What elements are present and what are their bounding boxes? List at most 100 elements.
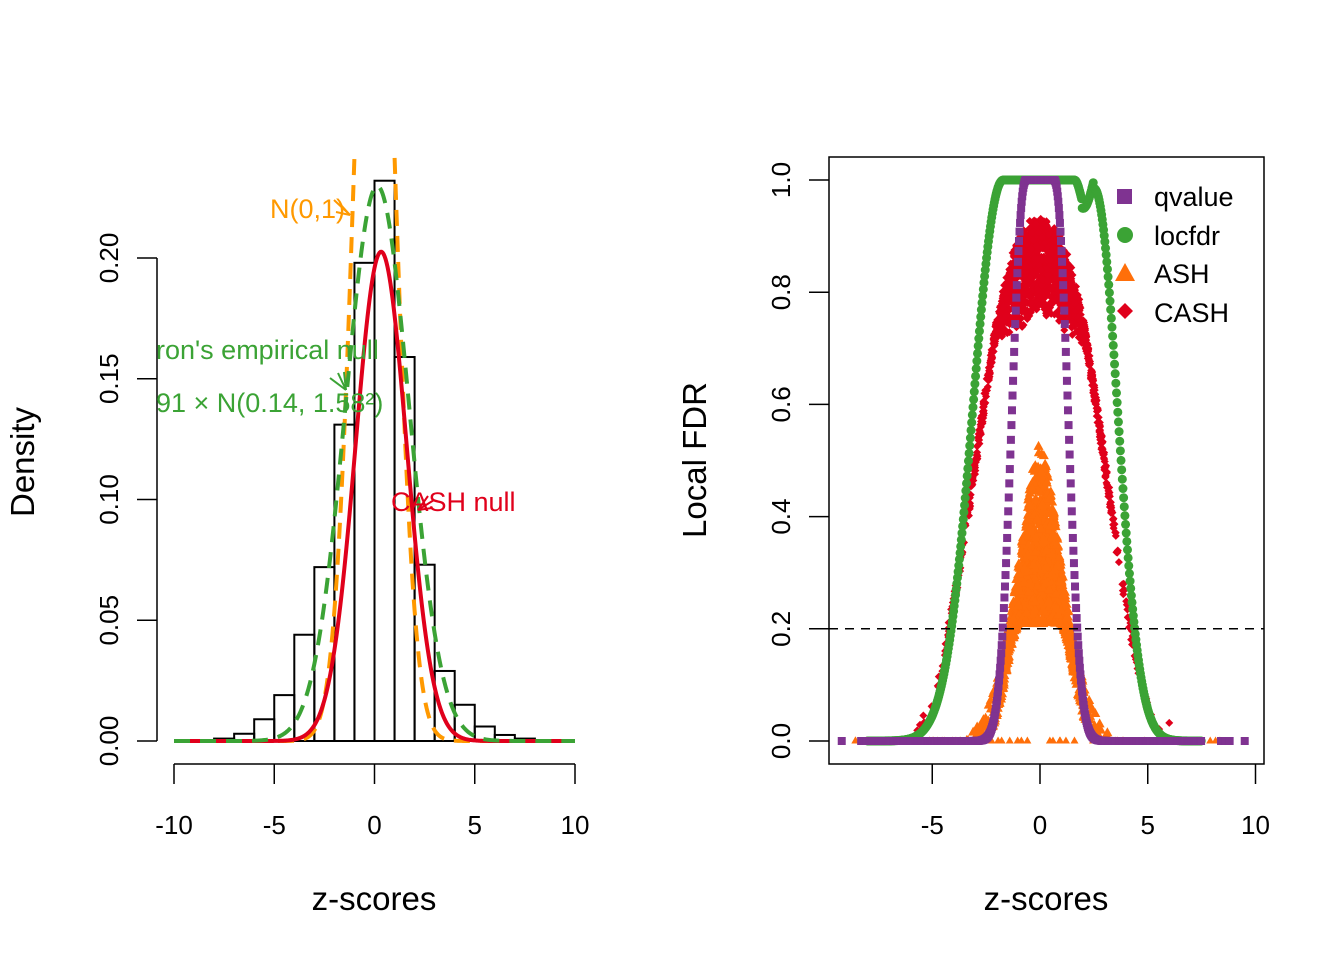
point-cash	[1006, 276, 1015, 285]
point-qvalue	[1013, 257, 1022, 266]
point-ash	[1035, 523, 1046, 533]
point-qvalue	[1065, 435, 1074, 444]
point-ash	[1023, 736, 1032, 744]
point-cash	[1105, 488, 1114, 497]
point-ash	[1017, 736, 1026, 744]
point-cash	[1118, 580, 1127, 589]
point-locfdr	[1108, 331, 1118, 341]
point-cash	[1006, 259, 1015, 268]
point-cash	[1068, 317, 1077, 326]
point-qvalue	[1055, 211, 1064, 220]
point-cash	[969, 476, 978, 485]
point-qvalue	[1225, 737, 1234, 745]
point-locfdr	[1110, 359, 1120, 369]
point-locfdr	[1128, 604, 1138, 614]
point-qvalue	[993, 692, 1002, 701]
point-ash	[1038, 450, 1049, 460]
point-ash	[1054, 551, 1065, 561]
annotation-n01: N(0,1)	[270, 194, 345, 224]
point-ash	[1038, 604, 1049, 614]
point-cash	[1005, 269, 1014, 278]
point-locfdr	[1103, 272, 1113, 282]
point-cash	[1035, 245, 1044, 254]
point-locfdr	[1115, 436, 1125, 446]
point-qvalue	[1056, 227, 1065, 236]
point-locfdr	[963, 463, 973, 473]
point-ash	[1030, 596, 1041, 606]
point-cash	[1051, 275, 1060, 284]
point-cash	[1080, 334, 1089, 343]
point-ash	[1027, 540, 1038, 550]
point-locfdr	[965, 433, 975, 443]
left-x-axis: -10 -5 0 5 10	[155, 763, 589, 840]
point-cash	[1022, 262, 1031, 271]
y-tick-label: 0.0	[766, 723, 796, 759]
point-ash	[1003, 636, 1014, 646]
point-cash	[1040, 294, 1049, 303]
point-qvalue	[1002, 559, 1011, 568]
series-qvalue	[837, 176, 1249, 745]
point-qvalue	[1011, 306, 1020, 315]
point-ash	[1013, 558, 1024, 568]
point-ash	[1013, 580, 1024, 590]
point-cash	[1043, 270, 1052, 279]
point-qvalue	[1068, 520, 1077, 529]
point-cash	[1081, 328, 1090, 337]
point-locfdr	[955, 548, 965, 558]
point-cash	[1031, 219, 1040, 228]
point-locfdr	[972, 356, 982, 366]
point-locfdr	[1122, 545, 1132, 555]
point-qvalue	[1005, 465, 1014, 474]
point-ash	[1046, 547, 1057, 557]
point-cash	[1038, 233, 1047, 242]
point-ash	[1030, 532, 1041, 542]
point-qvalue	[997, 641, 1006, 650]
point-locfdr	[956, 535, 966, 545]
point-cash	[1018, 306, 1027, 315]
point-cash	[978, 407, 987, 416]
point-ash	[1049, 518, 1060, 528]
point-locfdr	[960, 493, 970, 503]
point-locfdr	[1101, 250, 1111, 260]
point-qvalue	[1071, 593, 1080, 602]
point-locfdr	[1124, 569, 1134, 579]
point-ash	[1041, 545, 1052, 555]
point-cash	[1067, 279, 1076, 288]
y-tick-label: 0.4	[766, 499, 796, 535]
annotation-empirical-null-line1: ron's empirical null	[156, 335, 379, 365]
point-cash	[1079, 320, 1088, 329]
point-ash	[1052, 559, 1063, 569]
point-qvalue	[1009, 376, 1018, 385]
point-cash	[1050, 281, 1059, 290]
point-locfdr	[1117, 465, 1127, 475]
point-locfdr	[969, 394, 979, 404]
x-tick-label: -5	[921, 810, 944, 840]
point-ash	[1028, 477, 1039, 487]
point-qvalue	[1072, 604, 1081, 613]
point-ash	[1024, 586, 1035, 596]
left-y-axis: 0.00 0.05 0.10 0.15 0.20	[94, 233, 158, 766]
point-ash	[1030, 546, 1041, 556]
point-cash	[1029, 236, 1038, 245]
point-cash	[1112, 548, 1121, 557]
point-cash	[1027, 228, 1036, 237]
point-locfdr	[1125, 576, 1135, 586]
point-cash	[1100, 464, 1109, 473]
point-locfdr	[1124, 561, 1134, 571]
point-ash	[1036, 466, 1047, 476]
point-locfdr	[1118, 484, 1128, 494]
point-cash	[1101, 472, 1110, 481]
point-cash	[1051, 295, 1060, 304]
point-qvalue	[1074, 649, 1083, 658]
point-locfdr	[974, 326, 984, 336]
point-qvalue	[1008, 391, 1017, 400]
point-qvalue	[1012, 293, 1021, 302]
point-qvalue	[1055, 218, 1064, 227]
point-cash	[1022, 234, 1031, 243]
point-qvalue	[1007, 421, 1016, 430]
point-ash	[1025, 578, 1036, 588]
point-cash	[990, 333, 999, 342]
point-qvalue	[1004, 493, 1013, 502]
point-cash	[1044, 277, 1053, 286]
point-locfdr	[958, 521, 968, 531]
